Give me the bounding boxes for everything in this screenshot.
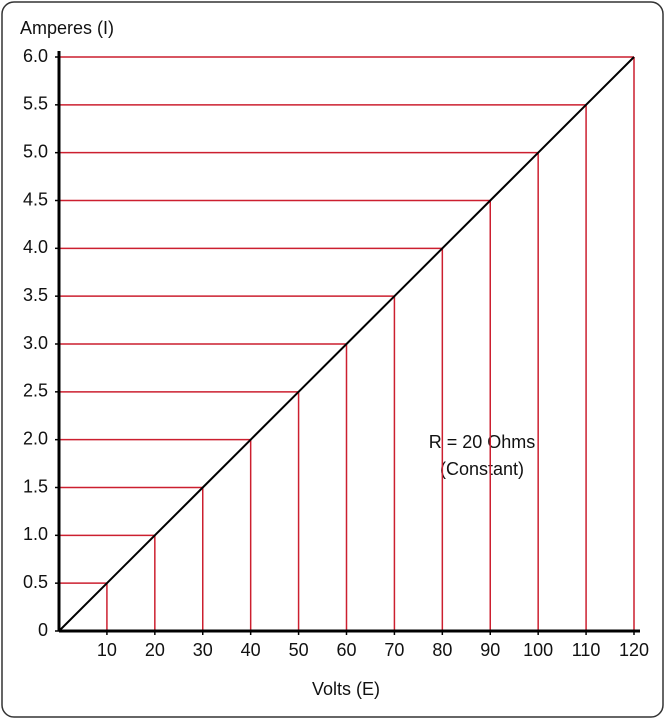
- annotation: (Constant): [440, 459, 524, 479]
- x-tick-label: 90: [480, 640, 500, 660]
- y-tick-label: 2.5: [23, 381, 48, 401]
- annotation: R = 20 Ohms: [429, 432, 536, 452]
- y-tick-label: 1.5: [23, 476, 48, 496]
- x-axis-label: Volts (E): [312, 679, 380, 699]
- x-tick-label: 70: [384, 640, 404, 660]
- y-tick-label: 4.5: [23, 189, 48, 209]
- x-tick-label: 60: [336, 640, 356, 660]
- x-tick-label: 100: [523, 640, 553, 660]
- x-tick-label: 40: [241, 640, 261, 660]
- y-tick-label: 0: [38, 620, 48, 640]
- y-tick-label: 1.0: [23, 524, 48, 544]
- y-tick-label: 6.0: [23, 46, 48, 66]
- y-tick-label: 0.5: [23, 572, 48, 592]
- y-tick-label: 3.0: [23, 333, 48, 353]
- x-tick-label: 80: [432, 640, 452, 660]
- x-tick-label: 20: [145, 640, 165, 660]
- x-tick-label: 120: [619, 640, 649, 660]
- x-tick-label: 110: [572, 640, 601, 660]
- y-tick-label: 4.0: [23, 237, 48, 257]
- y-tick-label: 5.5: [23, 94, 48, 114]
- y-tick-label: 5.0: [23, 141, 48, 161]
- data-line: [58, 56, 635, 632]
- x-tick-label: 10: [97, 640, 117, 660]
- y-tick-label: 3.5: [23, 285, 48, 305]
- x-tick-label: 50: [289, 640, 309, 660]
- x-tick-label: 30: [193, 640, 213, 660]
- y-axis-label: Amperes (I): [20, 18, 114, 38]
- y-tick-label: 2.0: [23, 428, 48, 448]
